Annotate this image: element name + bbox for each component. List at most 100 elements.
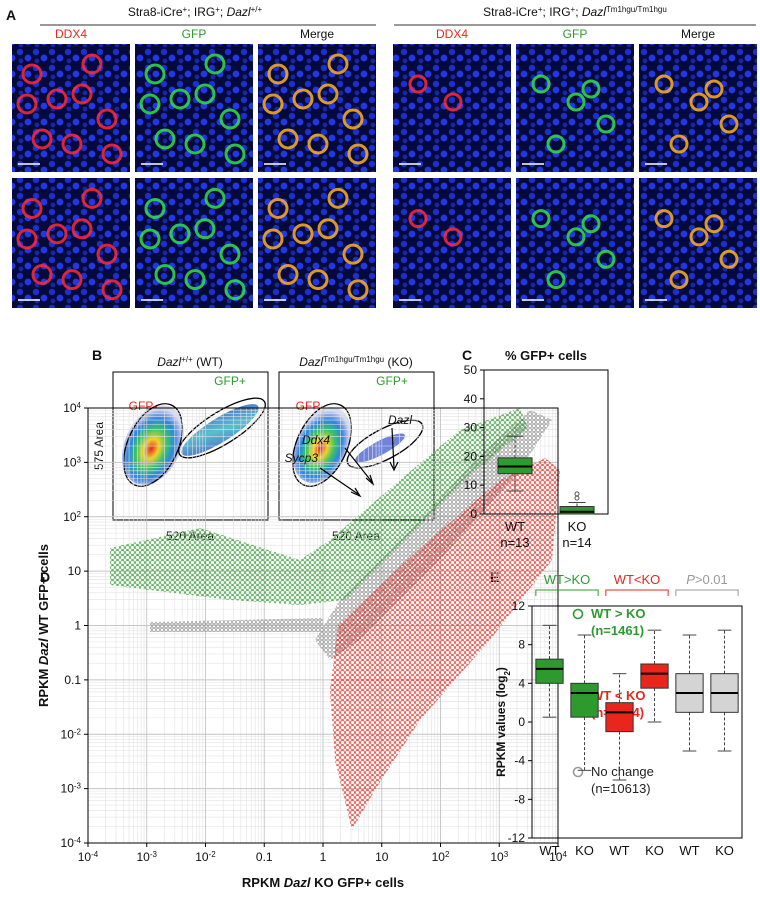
cell xyxy=(96,108,118,130)
cell xyxy=(689,92,709,112)
x-tick-label: KO xyxy=(715,843,734,858)
cell xyxy=(21,197,43,219)
text-part: -2 xyxy=(74,727,82,736)
cell xyxy=(327,187,349,209)
text-part: RPKM xyxy=(242,875,284,890)
cell xyxy=(139,93,161,115)
x-tick-label: 0.1 xyxy=(256,850,273,864)
y-tick-label: 30 xyxy=(464,421,478,435)
x-tick-label: 10 xyxy=(375,850,389,864)
cell xyxy=(596,114,616,134)
box xyxy=(640,663,669,689)
flow-title: DazlTm1hgu/Tm1hgu (KO) xyxy=(299,355,413,370)
plot-frame xyxy=(483,369,609,515)
gate-label: GFP+ xyxy=(376,374,408,388)
group-title: Stra8-iCre+; IRG+; DazlTm1hgu/Tm1hgu xyxy=(483,5,667,20)
cell xyxy=(292,223,314,245)
text-part: 10 xyxy=(195,850,209,864)
cell xyxy=(184,133,206,155)
cell xyxy=(277,128,299,150)
cell xyxy=(31,263,53,285)
cell xyxy=(46,88,68,110)
text-part: 2 xyxy=(77,509,82,518)
gate-label: GFP+ xyxy=(214,374,246,388)
cell xyxy=(327,53,349,75)
x-tick-label: 10-3 xyxy=(137,850,158,865)
y-tick-label: 10-2 xyxy=(61,727,82,742)
flow-title: Dazl+/+ (WT) xyxy=(157,355,223,370)
cell xyxy=(719,249,739,269)
cell xyxy=(61,269,83,291)
y-tick-label: 50 xyxy=(464,363,478,377)
cell xyxy=(342,243,364,265)
micrograph xyxy=(393,178,511,308)
x-tick-label: 104 xyxy=(549,850,567,865)
y-tick-label: 10-3 xyxy=(61,781,82,796)
point-clouds xyxy=(110,408,560,830)
x-tick-label: 103 xyxy=(490,850,508,865)
x-tick-label: 102 xyxy=(432,850,450,865)
cell xyxy=(16,228,38,250)
cell xyxy=(347,143,369,165)
cell xyxy=(154,263,176,285)
channel-label: Merge xyxy=(681,27,715,41)
text-part: 4 xyxy=(562,850,567,859)
plot-frame xyxy=(87,407,559,844)
cell xyxy=(654,74,674,94)
cell xyxy=(224,279,246,301)
y-tick-label: 102 xyxy=(63,509,81,524)
text-part: Dazl xyxy=(284,875,311,890)
cell xyxy=(96,243,118,265)
box xyxy=(535,658,564,684)
text-part: 10 xyxy=(61,782,75,796)
cell xyxy=(317,218,339,240)
text-part: 10 xyxy=(61,836,75,850)
cell xyxy=(144,197,166,219)
y-tick-label: 103 xyxy=(63,455,81,470)
text-part: 10 xyxy=(78,850,92,864)
cell xyxy=(654,209,674,229)
legend-count: (n=1461) xyxy=(591,623,644,638)
y-tick-label: 104 xyxy=(63,401,81,416)
text-part: RPKM values (log xyxy=(494,676,508,777)
text-part: 3 xyxy=(77,455,82,464)
channel-label: DDX4 xyxy=(436,27,468,41)
y-tick-label: 10-4 xyxy=(61,836,82,851)
text-part: 2 xyxy=(445,850,450,859)
panel-label: A xyxy=(6,7,16,23)
cell xyxy=(194,83,216,105)
cell xyxy=(81,53,103,75)
channel-label: Merge xyxy=(300,27,334,41)
cell xyxy=(267,197,289,219)
gate-label: GFP- xyxy=(129,399,158,413)
annotation: Ddx4 xyxy=(302,433,330,447)
cell xyxy=(689,227,709,247)
cell xyxy=(61,133,83,155)
x-axis-label: RPKM Dazl KO GFP+ cells xyxy=(242,875,404,890)
x-tick-label: KO xyxy=(645,843,664,858)
box xyxy=(605,702,634,733)
text-part: RPKM xyxy=(36,665,51,707)
cell xyxy=(267,63,289,85)
cell xyxy=(101,143,123,165)
cell xyxy=(408,74,428,94)
cell xyxy=(292,88,314,110)
cell xyxy=(224,143,246,165)
text-part: P xyxy=(686,572,695,587)
y-tick-label: 10 xyxy=(464,478,478,492)
x-tick-label: WT xyxy=(679,843,699,858)
cell xyxy=(408,209,428,229)
cell xyxy=(443,92,463,112)
y-tick-label: 8 xyxy=(518,638,525,652)
count-label: n=14 xyxy=(562,535,591,550)
y-tick-label: 0.1 xyxy=(64,673,81,687)
y-tick-label: -4 xyxy=(514,754,525,768)
text-part: WT>KO xyxy=(544,572,591,587)
plot-frame xyxy=(531,605,743,839)
x-tick-label: WT xyxy=(609,843,629,858)
y-tick-label: 40 xyxy=(464,392,478,406)
cell xyxy=(262,228,284,250)
cell xyxy=(531,74,551,94)
text-part: 10 xyxy=(549,850,563,864)
text-part: 10 xyxy=(63,510,77,524)
